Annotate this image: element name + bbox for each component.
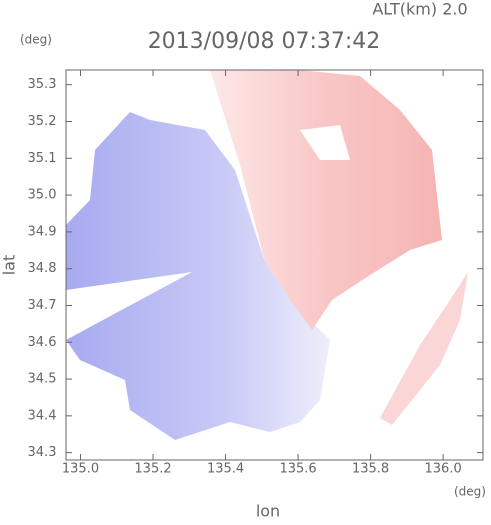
x-tick-label: 135.6 — [279, 462, 316, 477]
x-tick-label: 135.8 — [352, 462, 389, 477]
y-tick-label: 34.6 — [28, 335, 57, 350]
y-unit: (deg) — [20, 33, 52, 47]
chart-title: 2013/09/08 07:37:42 — [148, 29, 381, 54]
y-tick-label: 35.1 — [28, 151, 57, 166]
x-tick-label: 135.4 — [207, 462, 244, 477]
y-axis-label: lat — [0, 255, 19, 276]
y-tick-label: 34.5 — [28, 372, 57, 387]
annotation: ALT(km) 2.0 — [372, 0, 467, 19]
y-tick-label: 34.9 — [28, 224, 57, 239]
y-tick-label: 35.2 — [28, 114, 57, 129]
y-tick-label: 34.3 — [28, 445, 57, 460]
y-tick-label: 34.7 — [28, 298, 57, 313]
x-tick-label: 135.0 — [62, 462, 99, 477]
x-tick-label: 135.2 — [134, 462, 171, 477]
x-axis-label: lon — [256, 502, 280, 521]
y-tick-label: 35.0 — [28, 188, 57, 203]
y-tick-label: 34.8 — [28, 261, 57, 276]
y-tick-label: 35.3 — [28, 77, 57, 92]
x-tick-label: 136.0 — [425, 462, 462, 477]
x-unit: (deg) — [454, 485, 486, 499]
plot-frame — [65, 69, 484, 461]
y-tick-label: 34.4 — [28, 408, 57, 423]
velocity-field — [66, 70, 468, 440]
